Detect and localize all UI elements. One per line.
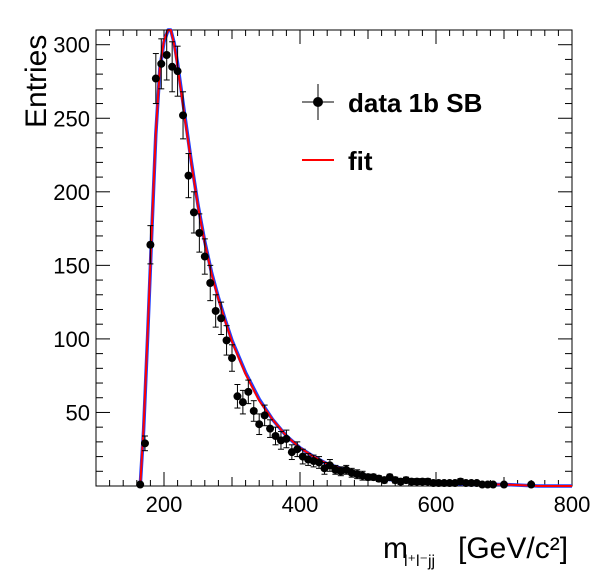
data-point (206, 264, 215, 302)
data-point (151, 53, 160, 105)
data-point (489, 480, 498, 489)
point-marker (233, 392, 242, 401)
legend-label-data: data 1b SB (348, 88, 482, 118)
point-marker (184, 171, 193, 180)
point-marker (293, 445, 302, 454)
legend-label-fit: fit (348, 146, 373, 176)
point-marker (195, 228, 204, 237)
data-point (228, 344, 236, 372)
data-point (260, 404, 269, 427)
point-marker (282, 434, 291, 443)
point-marker (179, 111, 188, 120)
data-point (233, 384, 242, 409)
data-point (217, 301, 226, 335)
data-point (179, 91, 188, 140)
data-point (282, 429, 291, 449)
x-tick-label: 400 (282, 492, 319, 517)
point-marker (228, 354, 236, 363)
data-point (266, 419, 275, 438)
data-point (500, 480, 508, 489)
data-point (200, 238, 209, 275)
point-marker (168, 62, 177, 71)
point-marker (500, 480, 508, 489)
y-tick-label: 150 (53, 253, 90, 278)
y-tick-label: 50 (66, 400, 90, 425)
point-marker (238, 398, 247, 407)
data-point (195, 213, 204, 253)
data-point (325, 459, 334, 472)
data-point (244, 379, 253, 405)
point-marker (249, 406, 258, 415)
point-marker (206, 279, 215, 288)
point-marker (189, 208, 198, 217)
point-marker (315, 458, 324, 467)
x-axis-title-unit: [GeV/c²] (458, 532, 568, 565)
y-tick-label: 300 (53, 33, 90, 58)
x-axis-title-symbol: m (383, 532, 408, 565)
data-point (136, 480, 145, 489)
point-marker (222, 336, 231, 345)
data-point (173, 45, 182, 97)
axis-ticks (95, 29, 573, 486)
x-tick-label: 800 (554, 492, 591, 517)
data-point (271, 426, 280, 446)
point-marker (260, 411, 269, 420)
x-tick-label: 600 (418, 492, 455, 517)
data-point (184, 153, 193, 199)
y-tick-label: 250 (53, 106, 90, 131)
data-point (238, 389, 247, 415)
data-point (211, 294, 220, 328)
point-marker (211, 306, 220, 315)
y-axis-title: Entries (20, 35, 53, 128)
point-marker (151, 74, 160, 83)
point-marker (136, 480, 145, 489)
data-point (157, 38, 166, 90)
data-point (146, 225, 155, 265)
point-marker (140, 439, 149, 448)
data-point (140, 435, 149, 452)
data-points (136, 29, 536, 489)
point-marker (200, 252, 209, 261)
y-tick-label: 100 (53, 327, 90, 352)
point-marker (173, 67, 182, 76)
point-marker (146, 240, 155, 249)
legend: data 1b SB fit (302, 84, 482, 176)
plot-frame (95, 29, 573, 487)
data-point (168, 41, 177, 93)
point-marker (527, 480, 536, 489)
data-point (315, 456, 324, 469)
data-point (249, 400, 258, 422)
data-point (162, 29, 171, 81)
point-marker (244, 387, 253, 396)
data-point (527, 480, 536, 489)
x-axis-title: m l⁺l⁻jj [GeV/c²] (383, 532, 568, 570)
point-marker (266, 424, 275, 433)
point-marker (217, 314, 226, 323)
legend-entry-fit: fit (302, 146, 373, 176)
data-point (293, 441, 302, 458)
point-marker (255, 420, 264, 429)
x-tick-label: 200 (146, 492, 183, 517)
data-point (222, 325, 231, 356)
point-marker (325, 461, 334, 470)
x-axis-title-subscript: l⁺l⁻jj (404, 553, 435, 570)
point-marker (157, 59, 166, 68)
tick-labels: 200 400 600 800 50 100 150 200 250 300 (53, 33, 590, 517)
y-tick-label: 200 (53, 180, 90, 205)
legend-point-marker (313, 97, 323, 107)
point-marker (489, 480, 498, 489)
point-marker (271, 431, 280, 440)
point-marker (162, 51, 171, 60)
legend-entry-data: data 1b SB (302, 84, 482, 120)
